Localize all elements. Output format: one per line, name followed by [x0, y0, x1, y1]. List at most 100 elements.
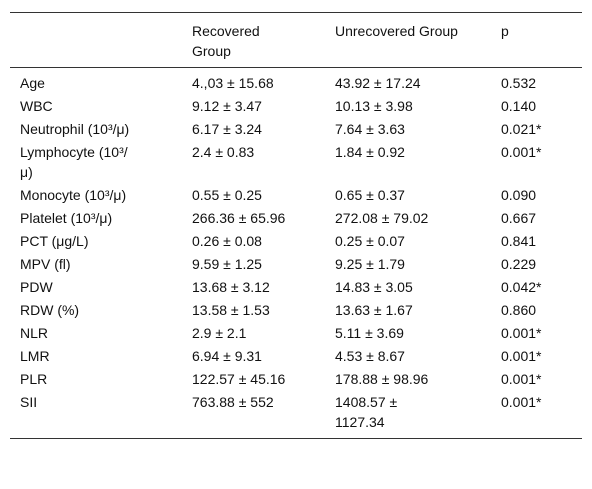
table-cell: 0.65 ± 0.37 — [335, 183, 501, 206]
table-row: MPV (fl) 9.59 ± 1.25 9.25 ± 1.79 0.229 — [10, 252, 582, 275]
table-cell: 10.13 ± 3.98 — [335, 94, 501, 117]
table-cell: 0.001* — [501, 390, 582, 439]
cell-text: 0.001* — [501, 348, 542, 364]
row-label: Lymphocyte (10³/μ) — [10, 140, 192, 183]
cell-text: 1.84 ± 0.92 — [335, 144, 405, 160]
table-cell: 9.59 ± 1.25 — [192, 252, 335, 275]
table-row: Platelet (10³/μ) 266.36 ± 65.96 272.08 ± 7… — [10, 206, 582, 229]
cell-text: 0.001* — [501, 144, 542, 160]
column-header: Recovered Group — [192, 13, 335, 68]
cell-text: PCT (μg/L) — [20, 233, 89, 249]
cell-text: 272.08 ± 79.02 — [335, 210, 429, 226]
table-cell: 0.001* — [501, 367, 582, 390]
cell-text: 6.94 ± 9.31 — [192, 348, 262, 364]
cell-text: 0.841 — [501, 233, 537, 249]
cell-text: 4.,03 ± 15.68 — [192, 75, 274, 91]
row-label: SII — [10, 390, 192, 439]
cell-text: 0.667 — [501, 210, 537, 226]
row-label: Neutrophil (10³/μ) — [10, 117, 192, 140]
table-row: PLR 122.57 ± 45.16 178.88 ± 98.96 0.001* — [10, 367, 582, 390]
table-cell: 43.92 ± 17.24 — [335, 68, 501, 95]
column-header: p — [501, 13, 582, 68]
cell-text: 0.229 — [501, 256, 537, 272]
cell-text: 9.12 ± 3.47 — [192, 98, 262, 114]
table-cell: 0.55 ± 0.25 — [192, 183, 335, 206]
cell-text: 266.36 ± 65.96 — [192, 210, 286, 226]
cell-text: 0.001* — [501, 394, 542, 410]
cell-text: 0.26 ± 0.08 — [192, 233, 262, 249]
cell-text: 13.68 ± 3.12 — [192, 279, 270, 295]
cell-text: WBC — [20, 98, 53, 114]
cell-text: 7.64 ± 3.63 — [335, 121, 405, 137]
row-label: Platelet (10³/μ) — [10, 206, 192, 229]
cell-text: 763.88 ± 552 — [192, 394, 274, 410]
cell-text: Recovered Group — [192, 23, 260, 59]
table-cell: 0.25 ± 0.07 — [335, 229, 501, 252]
table-body: Age 4.,03 ± 15.68 43.92 ± 17.24 0.532 WBC 9.1… — [10, 68, 582, 439]
cell-text: 0.042* — [501, 279, 542, 295]
table-cell: 5.11 ± 3.69 — [335, 321, 501, 344]
cell-text: Lymphocyte (10³/μ) — [20, 144, 128, 180]
cell-text: 0.001* — [501, 371, 542, 387]
cell-text: SII — [20, 394, 38, 410]
cell-text: 5.11 ± 3.69 — [335, 325, 404, 341]
cell-text: Platelet (10³/μ) — [20, 210, 113, 226]
cell-text: 2.9 ± 2.1 — [192, 325, 247, 341]
table-row: WBC 9.12 ± 3.47 10.13 ± 3.98 0.140 — [10, 94, 582, 117]
cell-text: MPV (fl) — [20, 256, 71, 272]
row-label: Age — [10, 68, 192, 95]
table-cell: 7.64 ± 3.63 — [335, 117, 501, 140]
cell-text: 13.63 ± 1.67 — [335, 302, 413, 318]
cell-text: p — [501, 23, 509, 39]
cell-text: PLR — [20, 371, 48, 387]
table-header: Recovered Group Unrecovered Group p — [10, 12, 582, 68]
table-cell: 0.26 ± 0.08 — [192, 229, 335, 252]
table-row: SII 763.88 ± 552 1408.57 ± 1127.34 0.001* — [10, 390, 582, 439]
cell-text: 178.88 ± 98.96 — [335, 371, 429, 387]
cell-text: 10.13 ± 3.98 — [335, 98, 413, 114]
cell-text: 0.001* — [501, 325, 542, 341]
table-cell: 4.,03 ± 15.68 — [192, 68, 335, 95]
cell-text: 4.53 ± 8.67 — [335, 348, 405, 364]
table-row: Lymphocyte (10³/μ) 2.4 ± 0.83 1.84 ± 0.92 0… — [10, 140, 582, 183]
table-cell: 0.841 — [501, 229, 582, 252]
cell-text: 0.532 — [501, 75, 537, 91]
table-cell: 9.12 ± 3.47 — [192, 94, 335, 117]
row-label: MPV (fl) — [10, 252, 192, 275]
cell-text: 1408.57 ± 1127.34 — [335, 394, 398, 430]
cell-text: Age — [20, 75, 45, 91]
row-label: PCT (μg/L) — [10, 229, 192, 252]
cell-text: Monocyte (10³/μ) — [20, 187, 127, 203]
cell-text: 0.65 ± 0.37 — [335, 187, 405, 203]
cell-text: 0.090 — [501, 187, 537, 203]
table-cell: 13.58 ± 1.53 — [192, 298, 335, 321]
table-cell: 0.860 — [501, 298, 582, 321]
table-row: PDW 13.68 ± 3.12 14.83 ± 3.05 0.042* — [10, 275, 582, 298]
table-row: NLR 2.9 ± 2.1 5.11 ± 3.69 0.001* — [10, 321, 582, 344]
table-cell: 2.4 ± 0.83 — [192, 140, 335, 183]
row-label: RDW (%) — [10, 298, 192, 321]
table-cell: 0.042* — [501, 275, 582, 298]
table-cell: 6.94 ± 9.31 — [192, 344, 335, 367]
column-header — [10, 13, 192, 68]
table-row: Neutrophil (10³/μ) 6.17 ± 3.24 7.64 ± 3.63… — [10, 117, 582, 140]
cell-text: 0.021* — [501, 121, 542, 137]
table-cell: 0.090 — [501, 183, 582, 206]
table-cell: 14.83 ± 3.05 — [335, 275, 501, 298]
table-cell: 122.57 ± 45.16 — [192, 367, 335, 390]
table-cell: 0.001* — [501, 344, 582, 367]
header-row: Recovered Group Unrecovered Group p — [10, 12, 582, 68]
table-row: PCT (μg/L) 0.26 ± 0.08 0.25 ± 0.07 0.841 — [10, 229, 582, 252]
cell-text: 0.860 — [501, 302, 537, 318]
table-cell: 763.88 ± 552 — [192, 390, 335, 439]
table-cell: 0.021* — [501, 117, 582, 140]
cell-text: 14.83 ± 3.05 — [335, 279, 413, 295]
cell-text: 2.4 ± 0.83 — [192, 144, 255, 160]
cell-text: 43.92 ± 17.24 — [335, 75, 421, 91]
cell-text: NLR — [20, 325, 49, 341]
table-cell: 1.84 ± 0.92 — [335, 140, 501, 183]
cell-text: Unrecovered Group — [335, 23, 458, 39]
table-cell: 1408.57 ± 1127.34 — [335, 390, 501, 439]
table-cell: 9.25 ± 1.79 — [335, 252, 501, 275]
